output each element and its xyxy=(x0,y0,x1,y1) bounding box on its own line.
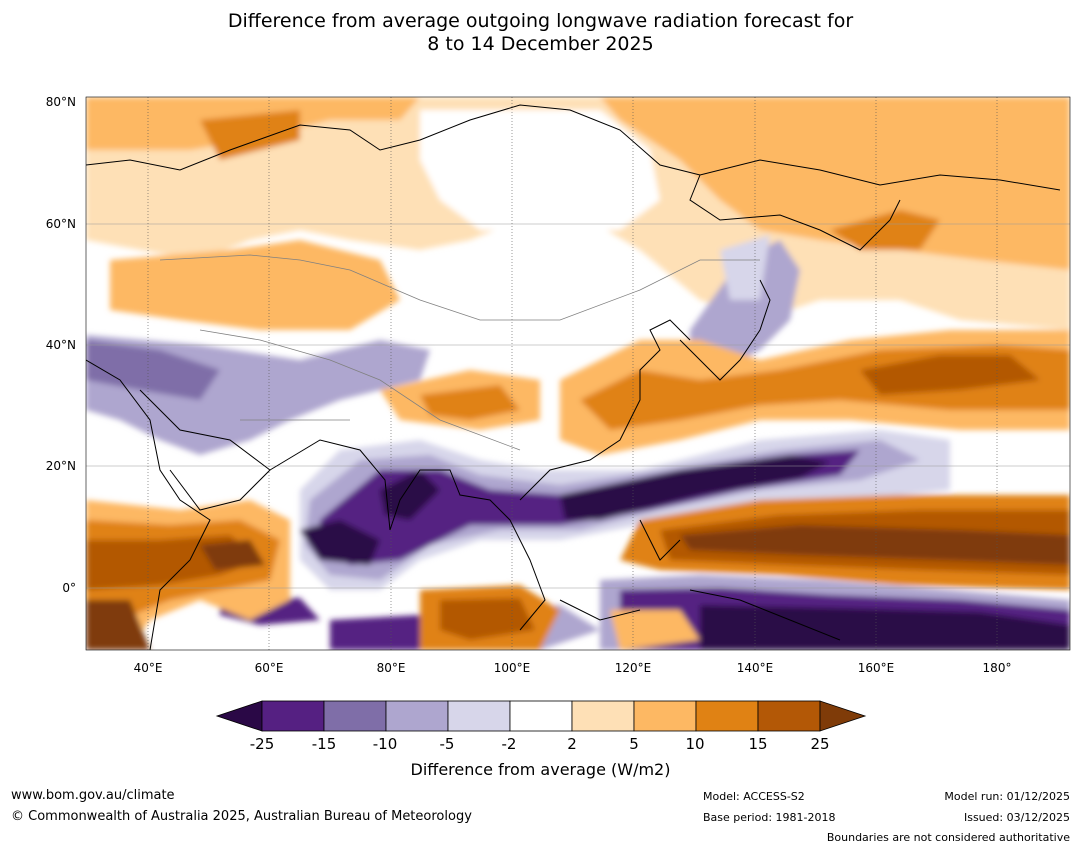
lon-label-160e: 160°E xyxy=(857,661,895,675)
map-title-line-2: 8 to 14 December 2025 xyxy=(427,33,654,55)
colorbar-title: Difference from average (W/m2) xyxy=(410,760,671,779)
anomaly-fields xyxy=(86,97,1070,650)
issued-date: Issued: 03/12/2025 xyxy=(963,811,1070,824)
colorbar-tick-label: 15 xyxy=(748,735,768,753)
colorbar-over-arrow xyxy=(819,700,867,732)
colorbar-tick-label: 10 xyxy=(685,735,705,753)
colorbar-tick-label: -2 xyxy=(501,735,517,753)
country-boundaries xyxy=(159,254,760,451)
colorbar-tick-label: -10 xyxy=(372,735,398,753)
map-gridlines xyxy=(86,97,1070,650)
website-link[interactable]: www.bom.gov.au/climate xyxy=(11,788,175,803)
copyright-text: © Commonwealth of Australia 2025, Austra… xyxy=(11,809,472,824)
model-run-date: Model run: 01/12/2025 xyxy=(944,790,1070,803)
lat-label-20n: 20°N xyxy=(45,459,76,473)
lon-label-180: 180° xyxy=(982,661,1012,675)
lon-label-100e: 100°E xyxy=(493,661,531,675)
map-title-line-1: Difference from average outgoing longwav… xyxy=(227,10,854,32)
colorbar-under-arrow xyxy=(215,700,263,732)
colorbar-bin xyxy=(757,700,821,732)
colorbar-tick-label: 25 xyxy=(810,735,830,753)
colorbar-bin xyxy=(571,700,635,732)
base-period: Base period: 1981-2018 xyxy=(703,811,836,824)
lat-label-40n: 40°N xyxy=(45,338,76,352)
lon-label-60e: 60°E xyxy=(254,661,284,675)
lat-label-0: 0° xyxy=(62,581,76,595)
colorbar-tick-label: 5 xyxy=(629,735,639,753)
coastlines xyxy=(86,104,1061,650)
boundaries-disclaimer: Boundaries are not considered authoritat… xyxy=(826,831,1070,844)
colorbar-bin xyxy=(261,700,325,732)
colorbar-bin xyxy=(633,700,697,732)
model-name: Model: ACCESS-S2 xyxy=(703,790,805,803)
lat-label-80n: 80°N xyxy=(45,95,76,109)
colorbar-tick-label: -25 xyxy=(249,735,275,753)
lat-label-60n: 60°N xyxy=(45,217,76,231)
colorbar-bin xyxy=(385,700,449,732)
colorbar-bin xyxy=(695,700,759,732)
colorbar-bin xyxy=(509,700,573,732)
lon-label-80e: 80°E xyxy=(376,661,406,675)
colorbar-bin xyxy=(323,700,387,732)
colorbar-tick-label: 2 xyxy=(567,735,577,753)
colorbar-tick-label: -15 xyxy=(311,735,337,753)
lon-label-140e: 140°E xyxy=(736,661,774,675)
colorbar-tick-label: -5 xyxy=(439,735,455,753)
lon-label-120e: 120°E xyxy=(614,661,652,675)
colorbar-bin xyxy=(447,700,511,732)
lon-label-40e: 40°E xyxy=(133,661,163,675)
map-frame xyxy=(85,96,1071,651)
